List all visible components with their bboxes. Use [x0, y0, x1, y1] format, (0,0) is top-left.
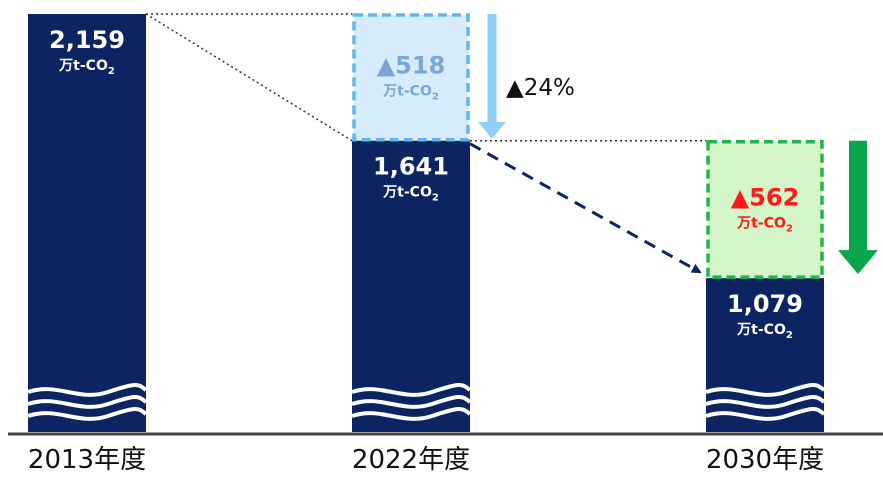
category-label: 2013年度 [28, 445, 146, 475]
reduction-box-2022年度 [352, 13, 470, 142]
bar-value-label: 2,159 [49, 26, 125, 54]
reduction-box-2030年度 [706, 139, 824, 279]
bar-unit-label: 万t-CO2 [382, 185, 439, 204]
reduction-unit-label: 万t-CO2 [382, 83, 439, 102]
reduction-unit-label: 万t-CO2 [736, 215, 793, 234]
trend-arrow-2022-2030 [469, 142, 702, 274]
bar-value-label: 1,079 [727, 290, 803, 318]
axis-break-wave [705, 383, 826, 421]
category-label: 2022年度 [352, 445, 470, 475]
category-label: 2030年度 [706, 445, 824, 475]
reduction-value-label: ▲518 [377, 51, 446, 79]
trend-line-2013-2022 [145, 13, 353, 142]
reduction-arrow-2022 [478, 14, 506, 139]
axis-break-wave [351, 383, 472, 421]
percent-annotation: ▲24% [506, 75, 575, 101]
bar-2013年度 [28, 14, 146, 432]
axis-break-wave [27, 383, 148, 421]
bar-unit-label: 万t-CO2 [736, 322, 793, 341]
reduction-arrow-2030 [838, 140, 878, 275]
bar-value-label: 1,641 [373, 153, 449, 181]
bar-2022年度 [352, 140, 470, 432]
bar-unit-label: 万t-CO2 [58, 58, 115, 77]
reduction-value-label: ▲562 [731, 183, 800, 211]
